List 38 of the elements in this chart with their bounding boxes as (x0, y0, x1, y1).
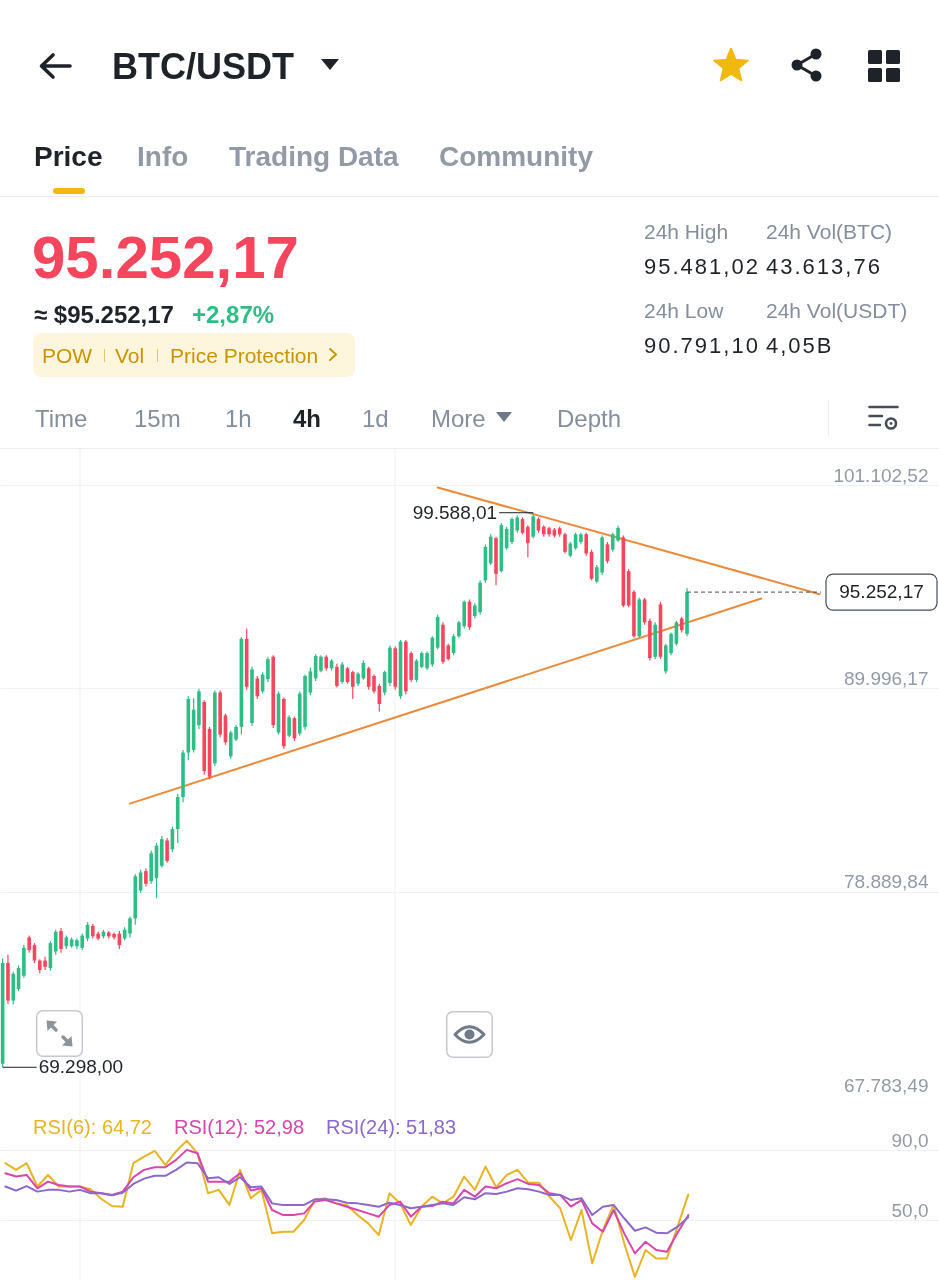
text: ≈ $95.252,17 (34, 301, 174, 328)
text: Trading Data (229, 141, 399, 172)
y-tick-label: 90,0 (891, 1129, 929, 1151)
text: 95.252,17 (32, 224, 299, 291)
text: 24h High (644, 220, 729, 243)
ref-line-label: 95.252,17 (839, 581, 924, 603)
text: 43.613,76 (766, 254, 882, 279)
text: More (431, 405, 486, 432)
text: POW (42, 344, 93, 367)
text: 24h Vol(BTC) (766, 220, 893, 243)
annotation: 69.298,00 (38, 1056, 124, 1078)
text: 95.481,02 (644, 254, 760, 279)
series-label: RSI(6): 64,72 (33, 1116, 152, 1138)
text: 15m (134, 405, 181, 432)
text: 24h Vol(USDT) (766, 299, 908, 322)
y-tick-label: 50,0 (891, 1199, 929, 1221)
text: 1d (362, 405, 389, 432)
text: Price Protection (170, 344, 319, 367)
text: +2,87% (192, 301, 275, 328)
text: Time (35, 405, 88, 432)
y-tick-label: 89.996,17 (843, 667, 929, 689)
text: Vol (115, 344, 145, 367)
y-tick-label: 101.102,52 (833, 464, 929, 486)
text: 24h Low (644, 299, 724, 322)
text: 90.791,10 (644, 333, 760, 358)
text: Depth (557, 405, 622, 432)
series-label: RSI(12): 52,98 (173, 1116, 305, 1138)
text: 1h (225, 405, 252, 432)
text: BTC/USDT (112, 46, 294, 87)
text: 4h (293, 405, 322, 432)
text: 4,05B (766, 333, 834, 358)
annotation: 99.588,01 (412, 501, 498, 523)
y-tick-label: 78.889,84 (843, 871, 929, 893)
y-tick-label: 67.783,49 (843, 1074, 929, 1096)
text: Info (137, 141, 189, 172)
text: Community (439, 141, 593, 172)
text: RSI(24): 51,83 (326, 1116, 457, 1138)
text: Price (34, 141, 103, 172)
